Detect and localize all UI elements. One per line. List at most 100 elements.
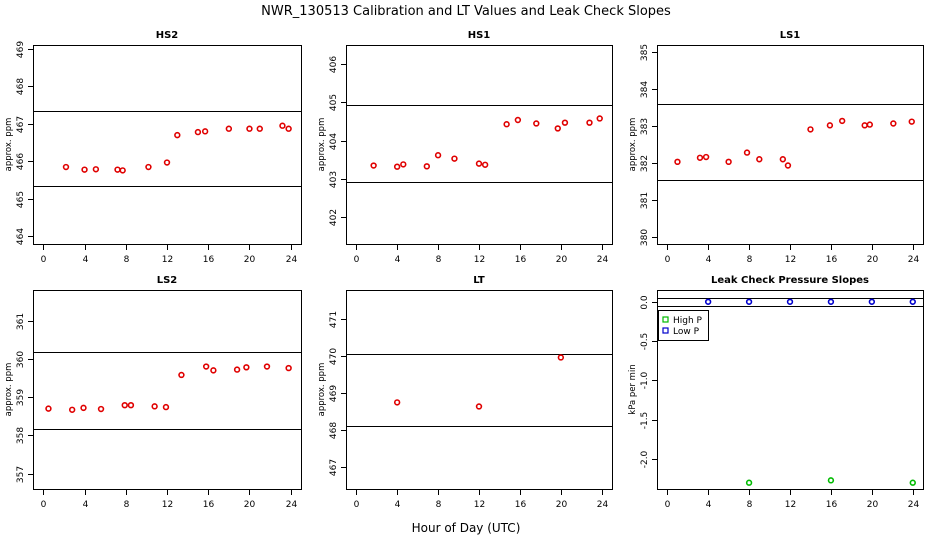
legend-label: High P (673, 316, 703, 326)
data-point (784, 162, 792, 169)
data-point (674, 158, 681, 166)
panel-title: LT (473, 275, 485, 286)
data-point (503, 121, 510, 128)
legend-box (658, 310, 709, 341)
x-tick-label: 8 (124, 255, 130, 265)
y-tick-label: 471 (329, 311, 339, 328)
y-tick-label: 405 (329, 94, 339, 111)
data-point (586, 119, 593, 126)
data-point (779, 156, 787, 163)
x-tick-label: 24 (908, 500, 920, 510)
data-point (163, 159, 171, 166)
x-tick-label: 0 (354, 500, 360, 510)
y-tick-label: 469 (329, 385, 339, 402)
y-axis-label: approx. ppm (317, 118, 327, 172)
data-point (743, 149, 751, 156)
x-tick-label: 12 (474, 500, 485, 510)
x-tick-label: 20 (244, 255, 256, 265)
data-point (225, 125, 233, 132)
data-point (890, 120, 897, 127)
panel-leak-check-pressure-slopes: Leak Check Pressure Slopes 0 4 8 12 16 20 24 0.0… (628, 275, 924, 510)
data-point (514, 116, 522, 124)
panel-title: Leak Check Pressure Slopes (711, 275, 869, 286)
y-tick-label: 468 (329, 422, 339, 439)
data-point (285, 125, 292, 132)
y-tick-label: 468 (16, 78, 26, 95)
y-tick-label: 402 (329, 209, 339, 226)
x-tick-label: 24 (286, 255, 298, 265)
x-axis-label: Hour of Day (UTC) (412, 521, 521, 535)
y-axis-label: approx. ppm (4, 118, 14, 172)
data-point (145, 163, 152, 171)
y-axis-label: approx. ppm (4, 363, 14, 417)
data-point (279, 122, 286, 129)
x-tick-label: 20 (867, 255, 879, 265)
data-point (121, 401, 128, 409)
y-tick-label: 358 (16, 427, 26, 444)
y-tick-label: 357 (16, 466, 26, 483)
data-point (554, 125, 561, 132)
data-point (533, 120, 540, 127)
x-tick-label: 16 (826, 255, 838, 265)
x-tick-label: 0 (41, 255, 47, 265)
x-tick-label: 8 (436, 500, 442, 510)
data-point (243, 364, 250, 371)
data-point (702, 153, 710, 161)
data-point (114, 166, 121, 173)
data-point (151, 403, 158, 410)
data-point (178, 371, 185, 379)
data-point (45, 405, 52, 412)
panel-title: HS1 (468, 30, 491, 41)
y-tick-label: 467 (16, 116, 26, 133)
x-tick-label: 24 (597, 500, 609, 510)
data-point (827, 298, 835, 305)
data-point (194, 128, 202, 136)
data-point (475, 160, 483, 167)
data-point (561, 119, 569, 126)
panel-ls1: LS1 0 4 8 12 16 20 24 380 381 382 383 384 385 approx. … (628, 30, 924, 265)
x-tick-label: 12 (474, 255, 485, 265)
data-point (786, 298, 794, 305)
x-tick-label: 12 (785, 255, 796, 265)
figure-title: NWR_130513 Calibration and LT Values and… (261, 4, 671, 19)
data-point (127, 401, 135, 409)
y-tick-label: 383 (640, 118, 650, 135)
x-tick-label: 16 (826, 500, 838, 510)
x-tick-label: 0 (665, 500, 671, 510)
y-tick-label: 464 (16, 228, 26, 245)
data-point (481, 161, 489, 168)
data-point (866, 121, 873, 128)
x-tick-label: 4 (83, 255, 89, 265)
x-tick-label: 0 (354, 255, 360, 265)
data-point (745, 479, 753, 486)
plot-frame (346, 45, 613, 245)
panel-ls2: LS2 0 4 8 12 16 20 24 357 358 359 360 361 approx. ppm (4, 275, 302, 510)
data-point (68, 406, 76, 413)
y-tick-label: 360 (16, 351, 26, 368)
y-axis-label: kPa per min (628, 364, 638, 414)
y-tick-label: 467 (329, 459, 339, 476)
data-point (756, 156, 763, 163)
data-point (868, 298, 876, 305)
data-point (97, 405, 105, 413)
x-tick-label: 16 (515, 255, 527, 265)
data-point (210, 367, 217, 374)
panel-title: LS1 (780, 30, 801, 41)
y-tick-label: 465 (16, 191, 26, 208)
data-point (909, 298, 916, 305)
data-point (393, 163, 401, 170)
y-axis-label: approx. ppm (628, 118, 638, 172)
x-tick-label: 4 (706, 500, 712, 510)
x-tick-label: 24 (908, 255, 920, 265)
data-point (475, 403, 483, 410)
data-point (80, 404, 87, 412)
data-point (256, 125, 263, 132)
y-tick-label: 403 (329, 171, 339, 188)
data-point (201, 128, 209, 135)
x-tick-label: 20 (556, 500, 568, 510)
y-tick-label: 404 (329, 133, 339, 150)
x-tick-label: 12 (785, 500, 796, 510)
panel-hs1: HS1 0 4 8 12 16 20 24 402 403 404 405 406 approx. ppm (317, 30, 613, 265)
y-tick-label: -2.0 (640, 450, 650, 468)
